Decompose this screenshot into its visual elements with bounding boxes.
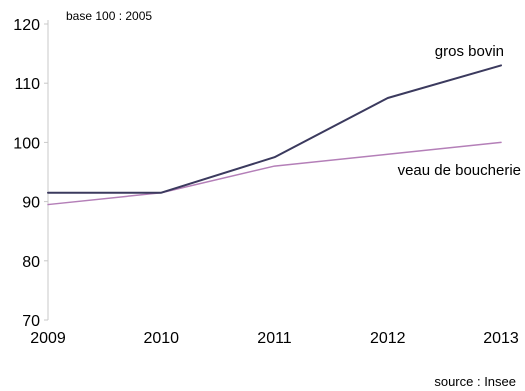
y-tick-label: 110 <box>14 76 40 93</box>
label-layer: 70 80 90 100 110 120 2009 2010 2011 2012 2013 base … <box>13 9 521 389</box>
y-tick-label: 90 <box>22 195 40 212</box>
chart-subtitle: base 100 : 2005 <box>66 9 152 23</box>
x-tick-label: 2011 <box>257 330 292 347</box>
source-note: source : Insee <box>434 374 516 389</box>
series-label-veau-de-boucherie: veau de boucherie <box>398 162 521 179</box>
x-tick-label: 2012 <box>370 330 406 347</box>
x-tick-label: 2009 <box>30 330 66 347</box>
y-tick-label: 120 <box>13 17 40 34</box>
x-tick-label: 2010 <box>143 330 179 347</box>
x-tick-label: 2013 <box>483 330 519 347</box>
series-layer <box>47 64 502 206</box>
axis-layer <box>44 20 49 321</box>
y-tick-label: 80 <box>22 254 40 271</box>
y-tick-label: 100 <box>13 135 40 152</box>
series-label-gros-bovin: gros bovin <box>435 43 504 60</box>
y-tick-label: 70 <box>22 313 40 330</box>
